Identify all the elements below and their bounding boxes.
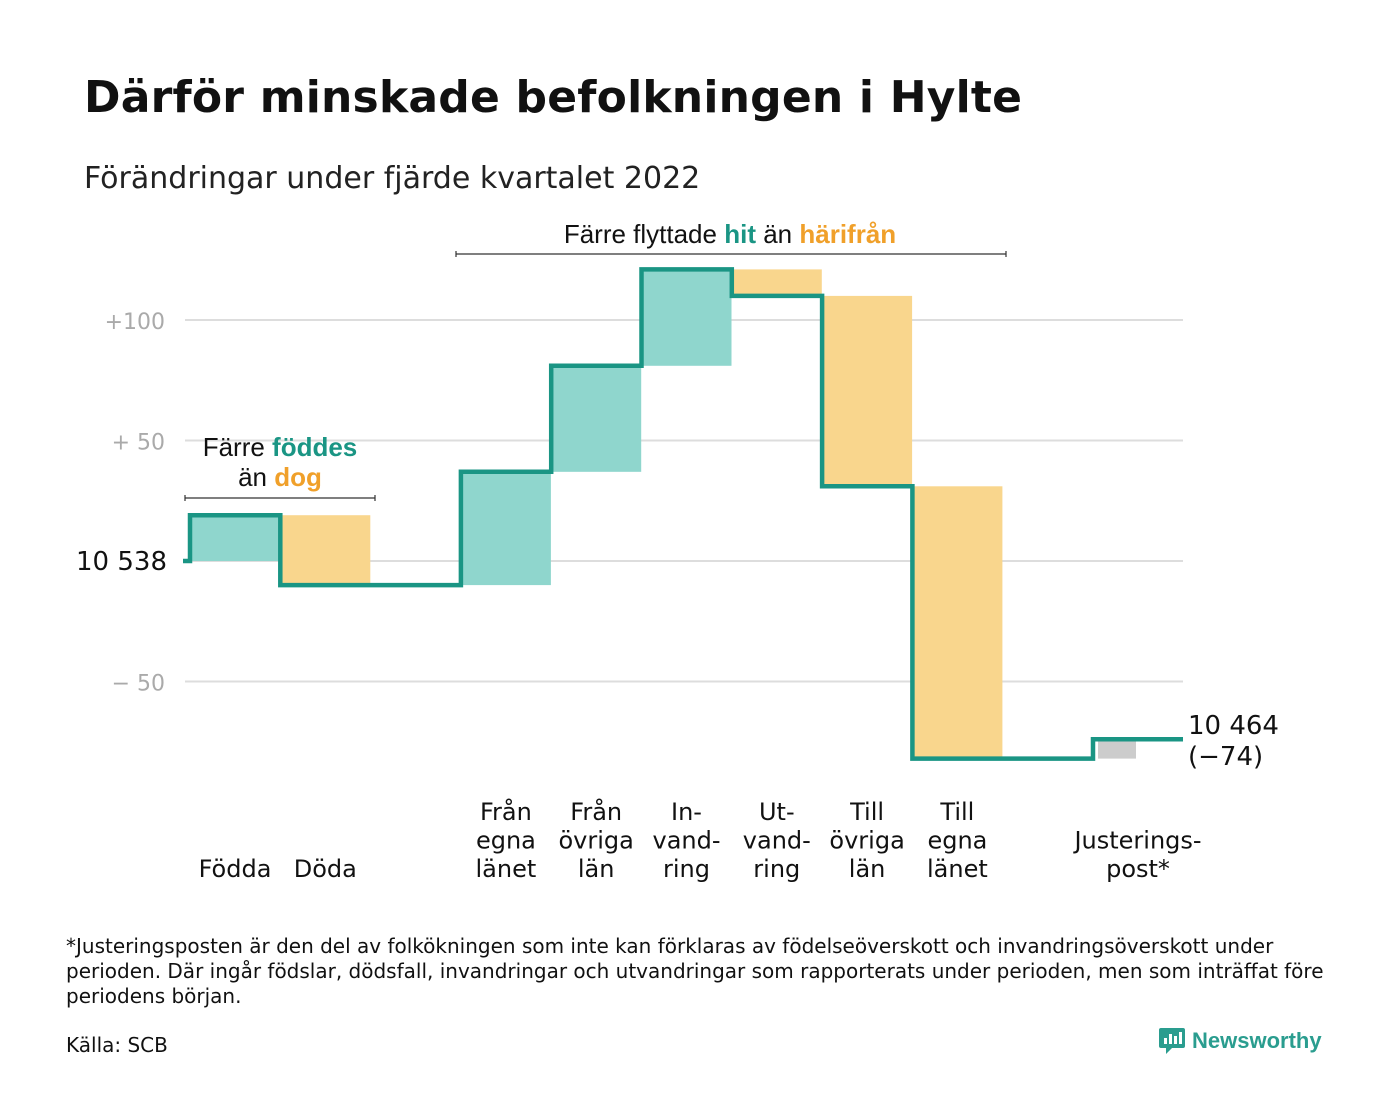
x-tick-line: Från [570, 797, 622, 826]
x-tick-line: post* [1106, 855, 1170, 883]
step-line [183, 267, 1183, 761]
bar-layer [190, 269, 1136, 759]
grid-layer: +100 + 50 − 50 [105, 310, 1183, 697]
x-tick-line: län [849, 855, 886, 883]
footnote: *Justeringsposten är den del av folkökni… [66, 934, 1324, 1008]
x-tick-line: egna [927, 827, 987, 855]
x-tick-line: län [578, 855, 615, 883]
bar-Från egna länet [460, 471, 551, 586]
annotation-word: föddes [272, 432, 357, 462]
x-tick-label: Födda [199, 855, 272, 883]
x-tick-line: Från [480, 797, 532, 826]
start-value-label: 10 538 [76, 547, 167, 577]
annotation-word: dog [274, 462, 322, 492]
x-tick-label: Till egna länet [927, 798, 988, 883]
x-tick-line: Födda [199, 855, 272, 883]
x-tick-line: länet [476, 855, 537, 883]
bar-Från övriga län [551, 365, 642, 472]
x-tick-line: övriga [559, 827, 634, 855]
newsworthy-logo-icon [1159, 1028, 1185, 1054]
bar-Justeringspost* [1098, 739, 1136, 759]
annotation-word: härifrån [799, 219, 896, 249]
x-tick-line: vand- [743, 827, 811, 855]
change-value-label: (−74) [1188, 742, 1263, 772]
brand-logo: Newsworthy [1158, 1026, 1322, 1056]
annotation-word: hit [724, 219, 756, 249]
y-tick-label: +100 [105, 310, 165, 335]
x-tick-line: ring [663, 855, 710, 883]
x-tick-label: Från övriga län [559, 797, 634, 883]
x-tick-line: Till [849, 798, 884, 826]
end-value-label: 10 464 [1188, 711, 1279, 741]
brand-name: Newsworthy [1192, 1028, 1322, 1053]
line-layer [183, 267, 1183, 761]
source-label: Källa: SCB [66, 1033, 168, 1057]
x-tick-label: Från egna länet [476, 797, 537, 883]
x-tick-label: Döda [294, 855, 357, 883]
x-tick-line: In- [671, 798, 702, 826]
bar-Döda [280, 515, 371, 586]
chart-subtitle: Förändringar under fjärde kvartalet 2022 [84, 161, 701, 196]
x-tick-line: ring [753, 855, 800, 883]
x-tick-label: Justerings-post* [1072, 827, 1201, 884]
bar-Till övriga län [822, 295, 913, 487]
y-tick-label: + 50 [112, 431, 165, 456]
annotation-word: Färre [203, 432, 272, 462]
bar-Utvandring [731, 269, 822, 296]
x-tick-line: övriga [829, 827, 904, 855]
annotation-word: Färre flyttade [564, 219, 724, 249]
x-tick-line: Ut- [759, 798, 795, 826]
annotation-word: än [238, 462, 274, 492]
x-tick-line: egna [476, 827, 536, 855]
births-annotation-line2: än dog [238, 462, 322, 492]
x-tick-line: Till [939, 798, 974, 826]
y-tick-label: − 50 [112, 672, 165, 697]
annotation-word: än [756, 219, 799, 249]
births-annotation-line1: Färre föddes [203, 432, 358, 462]
migration-annotation: Färre flyttade hit än härifrån [564, 219, 896, 249]
x-tick-line: Döda [294, 855, 357, 883]
x-tick-label: Till övriga län [829, 798, 904, 883]
bar-Till egna länet [912, 486, 1003, 759]
x-tick-line: Justerings- [1072, 827, 1201, 855]
x-tick-label: Ut-vand-ring [743, 798, 811, 883]
x-tick-line: vand- [652, 827, 720, 855]
chart-title: Därför minskade befolkningen i Hylte [84, 72, 1023, 123]
x-tick-line: länet [927, 855, 988, 883]
x-tick-label: In-vand-ring [652, 798, 720, 883]
bar-Födda [190, 515, 280, 561]
bar-Invandring [641, 269, 732, 366]
